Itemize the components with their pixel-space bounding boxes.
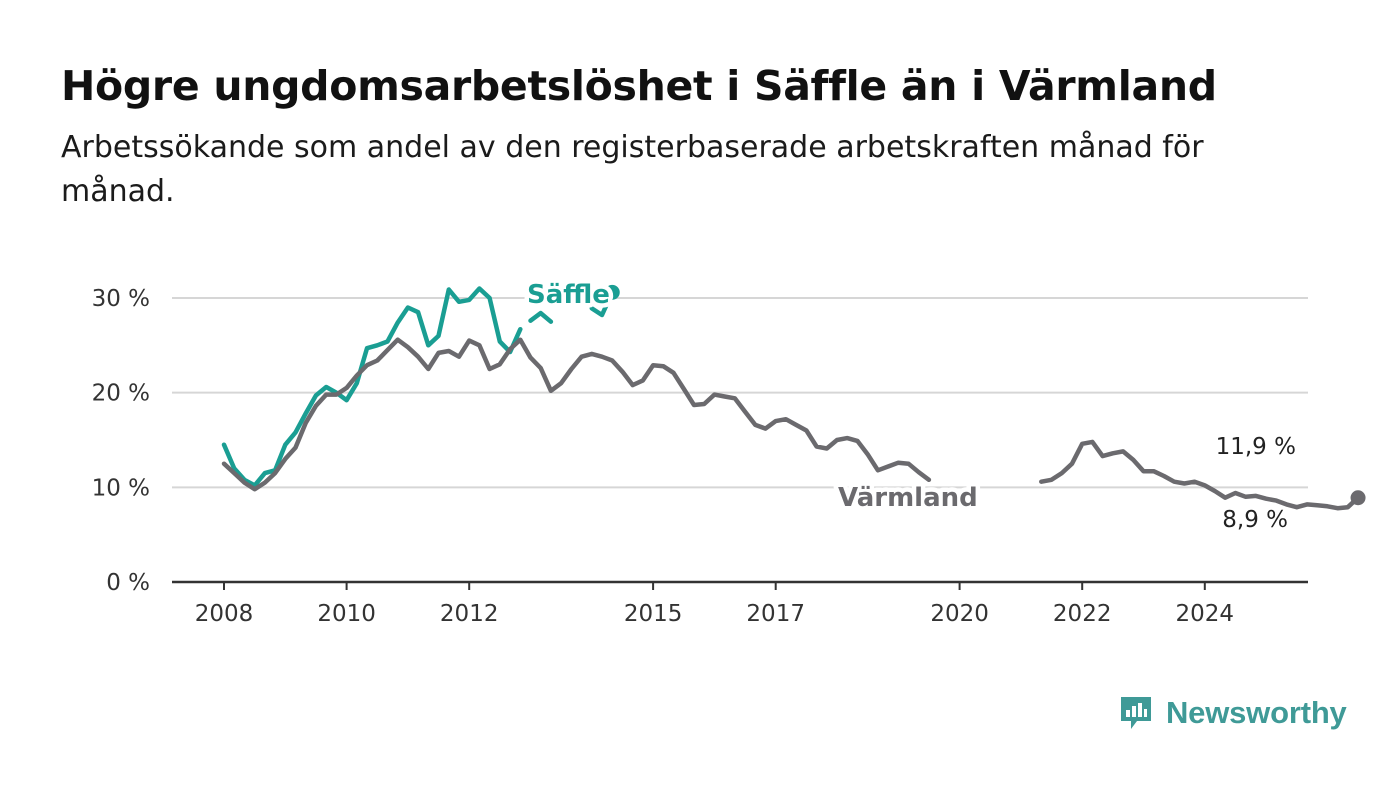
y-tick-label: 20 %	[92, 381, 150, 407]
x-tick-label: 2020	[930, 601, 989, 627]
y-tick-label: 0 %	[106, 570, 150, 596]
page-title: Högre ungdomsarbetslöshet i Säffle än i …	[61, 62, 1217, 110]
page-subtitle: Arbetssökande som andel av den registerb…	[61, 130, 1204, 209]
brand-name: Newsworthy	[1166, 695, 1347, 730]
series-line	[221, 286, 615, 488]
series-line	[221, 337, 1361, 511]
series-lines	[221, 284, 1366, 511]
x-tick-label: 2024	[1176, 601, 1235, 627]
x-tick-label: 2012	[440, 601, 499, 627]
newsworthy-logo: Newsworthy	[1119, 690, 1347, 736]
x-tick-label: 2010	[317, 601, 376, 627]
series-name-label: Värmland	[838, 483, 978, 513]
x-tick-label: 2017	[746, 601, 805, 627]
y-tick-label: 30 %	[92, 286, 150, 312]
series-name-label: Säffle	[527, 280, 610, 310]
series-end-label: 8,9 %	[1222, 507, 1288, 533]
x-tick-label: 2008	[195, 601, 254, 627]
x-tick-label: 2015	[624, 601, 683, 627]
y-tick-labels: 0 % 10 % 20 % 30 %	[92, 286, 150, 596]
series-end-marker	[604, 284, 620, 300]
series-labels: Säffle Värmland 11,9 % 8,9 %	[523, 276, 1300, 537]
x-tick-labels: 2008 2010 2012 2015 2017 2020 2022 2024	[195, 582, 1234, 627]
series-end-label: 11,9 %	[1216, 434, 1296, 460]
x-tick-label: 2022	[1053, 601, 1112, 627]
grid-lines	[172, 297, 1308, 584]
series-end-marker	[1350, 490, 1366, 506]
y-tick-label: 10 %	[92, 475, 150, 501]
newsworthy-logo-icon	[1121, 697, 1151, 729]
